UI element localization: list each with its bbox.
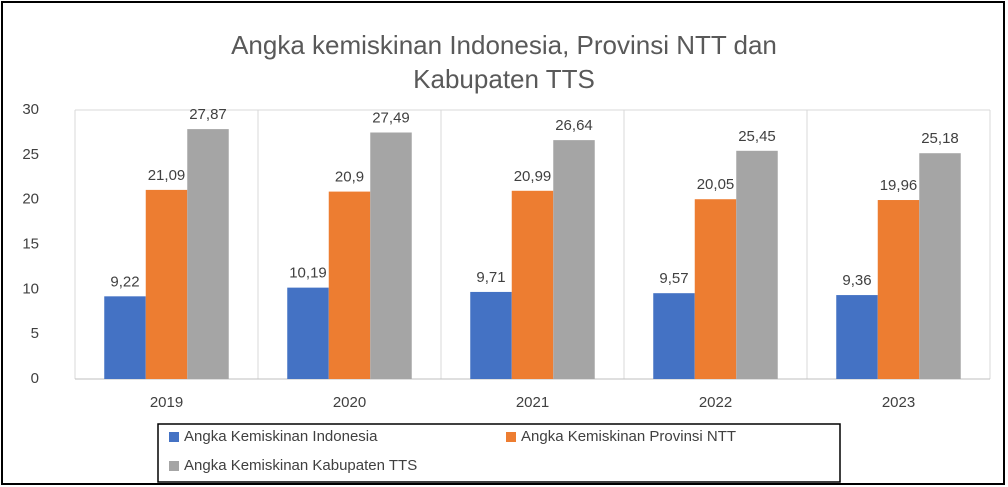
bar bbox=[370, 132, 412, 379]
bar bbox=[553, 140, 595, 379]
value-label: 9,57 bbox=[659, 270, 688, 287]
value-label: 9,22 bbox=[110, 273, 139, 290]
legend-label: Angka Kemiskinan Provinsi NTT bbox=[521, 428, 736, 445]
x-tick-label: 2022 bbox=[699, 394, 732, 411]
value-label: 10,19 bbox=[289, 265, 327, 282]
value-label: 27,87 bbox=[189, 106, 227, 123]
value-label: 26,64 bbox=[555, 117, 593, 134]
bar bbox=[694, 199, 737, 379]
bar bbox=[919, 153, 961, 379]
value-label: 20,99 bbox=[514, 168, 552, 185]
bar bbox=[287, 287, 329, 379]
bar bbox=[736, 150, 778, 379]
y-tick-label: 15 bbox=[22, 235, 39, 252]
chart-title: Angka kemiskinan Indonesia, Provinsi NTT… bbox=[231, 30, 777, 94]
value-label: 9,71 bbox=[476, 269, 505, 286]
value-label: 19,96 bbox=[880, 177, 918, 194]
bar bbox=[470, 291, 512, 379]
value-label: 27,49 bbox=[372, 109, 410, 126]
bar bbox=[836, 295, 878, 379]
legend-swatch bbox=[169, 432, 179, 442]
value-label: 20,05 bbox=[697, 176, 735, 193]
bar bbox=[104, 296, 146, 379]
bar bbox=[877, 200, 920, 379]
legend-swatch bbox=[169, 461, 179, 471]
legend-swatch bbox=[506, 432, 516, 442]
legend-box bbox=[157, 423, 841, 483]
y-tick-label: 20 bbox=[22, 191, 39, 208]
value-label: 25,45 bbox=[738, 128, 776, 145]
bar bbox=[187, 129, 229, 379]
value-label: 25,18 bbox=[921, 130, 959, 147]
bar bbox=[653, 293, 695, 379]
x-tick-label: 2021 bbox=[516, 394, 549, 411]
x-tick-label: 2019 bbox=[150, 394, 183, 411]
y-tick-label: 30 bbox=[22, 101, 39, 118]
legend-label: Angka Kemiskinan Kabupaten TTS bbox=[184, 457, 417, 474]
x-tick-label: 2023 bbox=[882, 394, 915, 411]
legend-label: Angka Kemiskinan Indonesia bbox=[184, 428, 378, 445]
y-tick-label: 5 bbox=[31, 325, 39, 342]
bar bbox=[145, 189, 188, 379]
y-tick-label: 25 bbox=[22, 146, 39, 163]
bar bbox=[511, 190, 554, 379]
value-label: 21,09 bbox=[148, 167, 186, 184]
x-tick-label: 2020 bbox=[333, 394, 366, 411]
bar bbox=[328, 191, 371, 379]
value-label: 20,9 bbox=[335, 169, 364, 186]
y-tick-label: 0 bbox=[31, 370, 39, 387]
y-tick-label: 10 bbox=[22, 280, 39, 297]
value-label: 9,36 bbox=[842, 272, 871, 289]
